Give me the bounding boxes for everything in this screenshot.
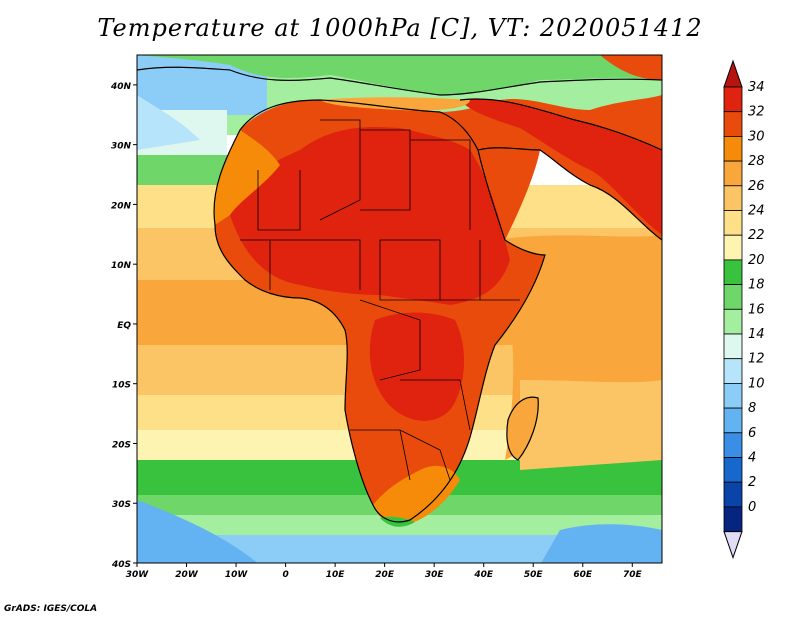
colorbar-swatch: [723, 333, 743, 360]
colorbar-label: 10: [748, 376, 765, 391]
lat-tick-label: 20N: [111, 201, 132, 211]
lon-tick-label: 60E: [573, 570, 593, 580]
lon-tick-label: 20E: [375, 570, 395, 580]
colorbar-label: 12: [748, 352, 765, 367]
map-title: Temperature at 1000hPa [C], VT: 20200514…: [97, 14, 703, 42]
lon-tick-label: 70E: [623, 570, 643, 580]
colorbar-top-arrow: [723, 59, 743, 88]
plot-frame: [136, 54, 663, 564]
colorbar-swatch: [723, 135, 743, 162]
colorbar-label: 26: [748, 179, 765, 194]
colorbar-label: 2: [748, 475, 756, 490]
colorbar-label: 22: [748, 228, 765, 243]
colorbar-swatch: [723, 160, 743, 187]
colorbar-swatch: [723, 481, 743, 508]
lat-tick-label: 40S: [111, 560, 131, 570]
colorbar-swatch: [723, 185, 743, 211]
colorbar-label: 4: [748, 451, 756, 466]
lon-tick-label: 30W: [126, 570, 150, 580]
lon-tick-label: 10E: [326, 570, 346, 580]
colorbar-label: 6: [748, 426, 756, 441]
colorbar-swatch: [723, 432, 743, 458]
colorbar-label: 8: [748, 401, 756, 416]
lon-tick-label: 10W: [225, 570, 249, 580]
colorbar-swatch: [723, 506, 743, 532]
coastlines: [137, 66, 662, 523]
colorbar-swatch: [723, 111, 743, 137]
lat-tick-label: 10S: [112, 381, 131, 391]
colorbar-label: 18: [748, 278, 765, 293]
lat-tick-label: 30N: [111, 142, 132, 152]
colorbar-swatch: [723, 382, 743, 409]
latitude-axis: 40N 30N 20N 10N EQ 10S 20S 30S 40S: [110, 82, 137, 570]
longitude-axis: 30W 20W 10W 0 10E 20E 30E 40E 50E 60E 70E: [126, 563, 643, 580]
colorbar-label: 20: [748, 253, 765, 268]
colorbar-swatch: [723, 210, 743, 236]
colorbar-label: 32: [748, 105, 765, 120]
temperature-field: [137, 55, 662, 563]
colorbar-swatch: [723, 259, 743, 285]
colorbar-label: 16: [748, 302, 765, 317]
lon-tick-label: 20W: [175, 570, 199, 580]
colorbar-label: 0: [748, 500, 756, 515]
lon-tick-label: 0: [282, 570, 288, 580]
lat-tick-label: 30S: [112, 500, 131, 510]
lon-tick-label: 30E: [425, 570, 445, 580]
colorbar-label: 28: [748, 154, 765, 169]
colorbar-label: 24: [748, 204, 765, 219]
colorbar-swatch: [723, 308, 743, 335]
lon-tick-label: 40E: [473, 570, 494, 580]
lat-tick-label: 10N: [111, 261, 132, 271]
lon-tick-label: 50E: [524, 570, 544, 580]
colorbar-label: 30: [748, 129, 765, 144]
colorbar-swatch: [723, 457, 743, 483]
lat-tick-label: 20S: [112, 440, 131, 450]
colorbar-swatch: [723, 407, 743, 434]
lat-tick-label: 40N: [110, 82, 132, 92]
lat-tick-label: EQ: [117, 321, 131, 331]
colorbar-swatch: [723, 358, 743, 384]
colorbar-swatch: [723, 284, 743, 310]
colorbar-swatch: [723, 234, 743, 261]
credit-label: GrADS: IGES/COLA: [4, 604, 98, 614]
colorbar-bottom-arrow: [723, 531, 743, 560]
colorbar-label: 34: [748, 80, 765, 95]
colorbar-label: 14: [748, 327, 765, 342]
colorbar-swatch: [723, 86, 743, 113]
